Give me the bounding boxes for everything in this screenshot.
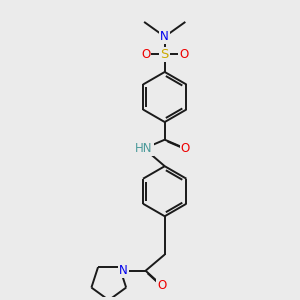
Text: HN: HN bbox=[135, 142, 153, 155]
Text: N: N bbox=[160, 30, 169, 43]
Text: O: O bbox=[157, 279, 167, 292]
Text: N: N bbox=[119, 264, 128, 277]
Text: O: O bbox=[141, 48, 150, 61]
Text: O: O bbox=[179, 48, 188, 61]
Text: S: S bbox=[160, 48, 169, 61]
Text: O: O bbox=[181, 142, 190, 155]
